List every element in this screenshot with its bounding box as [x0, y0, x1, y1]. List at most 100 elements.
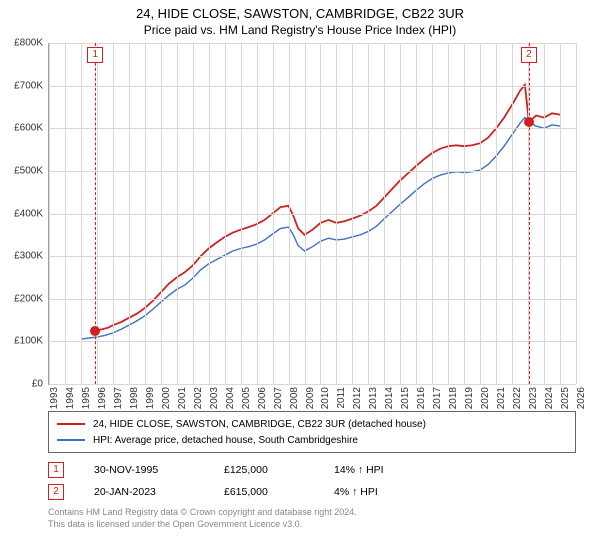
plot: £0£100K£200K£300K£400K£500K£600K£700K£80…	[48, 43, 576, 385]
event-price: £125,000	[224, 464, 304, 476]
xtick-label: 2005	[241, 387, 252, 409]
chart-subtitle: Price paid vs. HM Land Registry's House …	[0, 23, 600, 37]
gridline-v	[209, 43, 210, 384]
legend-item-price-paid: 24, HIDE CLOSE, SAWSTON, CAMBRIDGE, CB22…	[57, 416, 567, 432]
gridline-v	[384, 43, 385, 384]
xtick-label: 2022	[512, 387, 523, 409]
xtick-label: 2001	[177, 387, 188, 409]
gridline-v	[225, 43, 226, 384]
xtick-label: 2008	[289, 387, 300, 409]
event-dot	[524, 117, 534, 127]
xtick-label: 2009	[305, 387, 316, 409]
event-guideline	[529, 43, 530, 384]
gridline-v	[81, 43, 82, 384]
legend-label: 24, HIDE CLOSE, SAWSTON, CAMBRIDGE, CB22…	[93, 419, 426, 430]
event-delta: 4% ↑ HPI	[334, 486, 434, 498]
xtick-label: 2019	[464, 387, 475, 409]
footer-line: This data is licensed under the Open Gov…	[48, 519, 576, 531]
xtick-label: 2000	[161, 387, 172, 409]
gridline-v	[273, 43, 274, 384]
xtick-label: 2004	[225, 387, 236, 409]
gridline-v	[113, 43, 114, 384]
xtick-label: 2011	[336, 387, 347, 409]
event-row-marker: 2	[48, 484, 64, 500]
events-table: 1 30-NOV-1995 £125,000 14% ↑ HPI 2 20-JAN-202…	[48, 459, 576, 503]
xtick-label: 2024	[544, 387, 555, 409]
event-row-marker: 1	[48, 462, 64, 478]
event-date: 30-NOV-1995	[94, 464, 194, 476]
chart-title: 24, HIDE CLOSE, SAWSTON, CAMBRIDGE, CB22…	[0, 6, 600, 21]
ytick-label: £500K	[14, 165, 43, 176]
gridline-v	[241, 43, 242, 384]
event-price: £615,000	[224, 486, 304, 498]
gridline-v	[400, 43, 401, 384]
xtick-label: 2021	[496, 387, 507, 409]
gridline-v	[129, 43, 130, 384]
xtick-label: 1996	[97, 387, 108, 409]
xtick-label: 1998	[129, 387, 140, 409]
xtick-label: 2020	[480, 387, 491, 409]
legend-swatch	[57, 439, 85, 441]
event-marker: 1	[87, 47, 103, 63]
legend: 24, HIDE CLOSE, SAWSTON, CAMBRIDGE, CB22…	[48, 411, 576, 453]
xtick-label: 2010	[320, 387, 331, 409]
event-date: 20-JAN-2023	[94, 486, 194, 498]
gridline-v	[289, 43, 290, 384]
chart-area: £0£100K£200K£300K£400K£500K£600K£700K£80…	[48, 43, 576, 403]
event-row: 1 30-NOV-1995 £125,000 14% ↑ HPI	[48, 459, 576, 481]
gridline-v	[416, 43, 417, 384]
gridline-v	[512, 43, 513, 384]
gridline-v	[576, 43, 577, 384]
gridline-v	[544, 43, 545, 384]
gridline-v	[448, 43, 449, 384]
gridline-v	[177, 43, 178, 384]
legend-item-hpi: HPI: Average price, detached house, Sout…	[57, 432, 567, 448]
event-dot	[90, 326, 100, 336]
xtick-label: 2003	[209, 387, 220, 409]
xtick-label: 2023	[528, 387, 539, 409]
xtick-label: 2006	[257, 387, 268, 409]
footer-attribution: Contains HM Land Registry data © Crown c…	[48, 507, 576, 530]
gridline-h	[49, 384, 576, 385]
ytick-label: £200K	[14, 293, 43, 304]
gridline-v	[305, 43, 306, 384]
legend-label: HPI: Average price, detached house, Sout…	[93, 435, 358, 446]
xtick-label: 2002	[193, 387, 204, 409]
gridline-v	[65, 43, 66, 384]
xtick-label: 2017	[432, 387, 443, 409]
xtick-label: 2013	[368, 387, 379, 409]
ytick-label: £400K	[14, 208, 43, 219]
xtick-label: 1995	[81, 387, 92, 409]
gridline-v	[257, 43, 258, 384]
ytick-label: £600K	[14, 123, 43, 134]
gridline-v	[193, 43, 194, 384]
series-line	[95, 85, 560, 331]
gridline-v	[352, 43, 353, 384]
gridline-v	[464, 43, 465, 384]
xtick-label: 1999	[145, 387, 156, 409]
event-row: 2 20-JAN-2023 £615,000 4% ↑ HPI	[48, 481, 576, 503]
xtick-label: 1993	[49, 387, 60, 409]
event-marker: 2	[521, 47, 537, 63]
xtick-label: 2025	[560, 387, 571, 409]
event-delta: 14% ↑ HPI	[334, 464, 434, 476]
xtick-label: 1997	[113, 387, 124, 409]
xtick-label: 2016	[416, 387, 427, 409]
ytick-label: £100K	[14, 336, 43, 347]
gridline-v	[161, 43, 162, 384]
gridline-v	[145, 43, 146, 384]
ytick-label: £0	[32, 379, 43, 390]
gridline-v	[496, 43, 497, 384]
ytick-label: £300K	[14, 251, 43, 262]
xtick-label: 2026	[576, 387, 587, 409]
xtick-label: 1994	[65, 387, 76, 409]
gridline-v	[49, 43, 50, 384]
gridline-v	[560, 43, 561, 384]
legend-swatch	[57, 423, 85, 425]
footer-line: Contains HM Land Registry data © Crown c…	[48, 507, 576, 519]
xtick-label: 2015	[400, 387, 411, 409]
gridline-v	[432, 43, 433, 384]
gridline-v	[368, 43, 369, 384]
gridline-v	[320, 43, 321, 384]
gridline-v	[480, 43, 481, 384]
